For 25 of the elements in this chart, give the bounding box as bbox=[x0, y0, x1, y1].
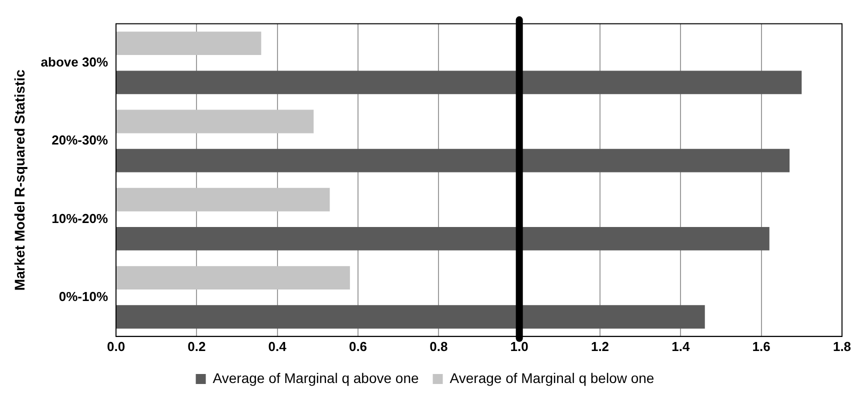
x-tick-label: 1.2 bbox=[590, 338, 610, 354]
x-tick-label: 0.2 bbox=[188, 338, 206, 354]
x-tick-label: 1.8 bbox=[832, 338, 852, 354]
legend-label: Average of Marginal q above one bbox=[212, 370, 419, 386]
bar bbox=[116, 188, 330, 212]
bar bbox=[116, 148, 790, 172]
x-tick-label: 0.4 bbox=[268, 338, 288, 354]
x-tick-label: 0.6 bbox=[348, 338, 368, 354]
y-tick-label: 20%-30% bbox=[52, 132, 108, 148]
bar bbox=[116, 70, 802, 94]
bar bbox=[116, 32, 262, 56]
y-tick-label: 0%-10% bbox=[58, 288, 108, 304]
x-tick-label: 0.0 bbox=[106, 338, 126, 354]
x-tick-label: 1.0 bbox=[510, 338, 528, 354]
x-tick-label: 0.8 bbox=[430, 338, 448, 354]
bar bbox=[116, 226, 770, 250]
x-tick-label: 1.6 bbox=[752, 338, 770, 354]
bar bbox=[116, 305, 705, 329]
bar bbox=[116, 110, 314, 134]
x-tick-label: 1.4 bbox=[672, 338, 690, 354]
legend-label: Average of Marginal q below one bbox=[450, 370, 654, 386]
y-axis-title: Market Model R-squared Statistic bbox=[11, 69, 28, 291]
bar bbox=[116, 266, 350, 290]
y-tick-label: 10%-20% bbox=[52, 210, 108, 226]
y-tick-label: above 30% bbox=[40, 54, 108, 70]
